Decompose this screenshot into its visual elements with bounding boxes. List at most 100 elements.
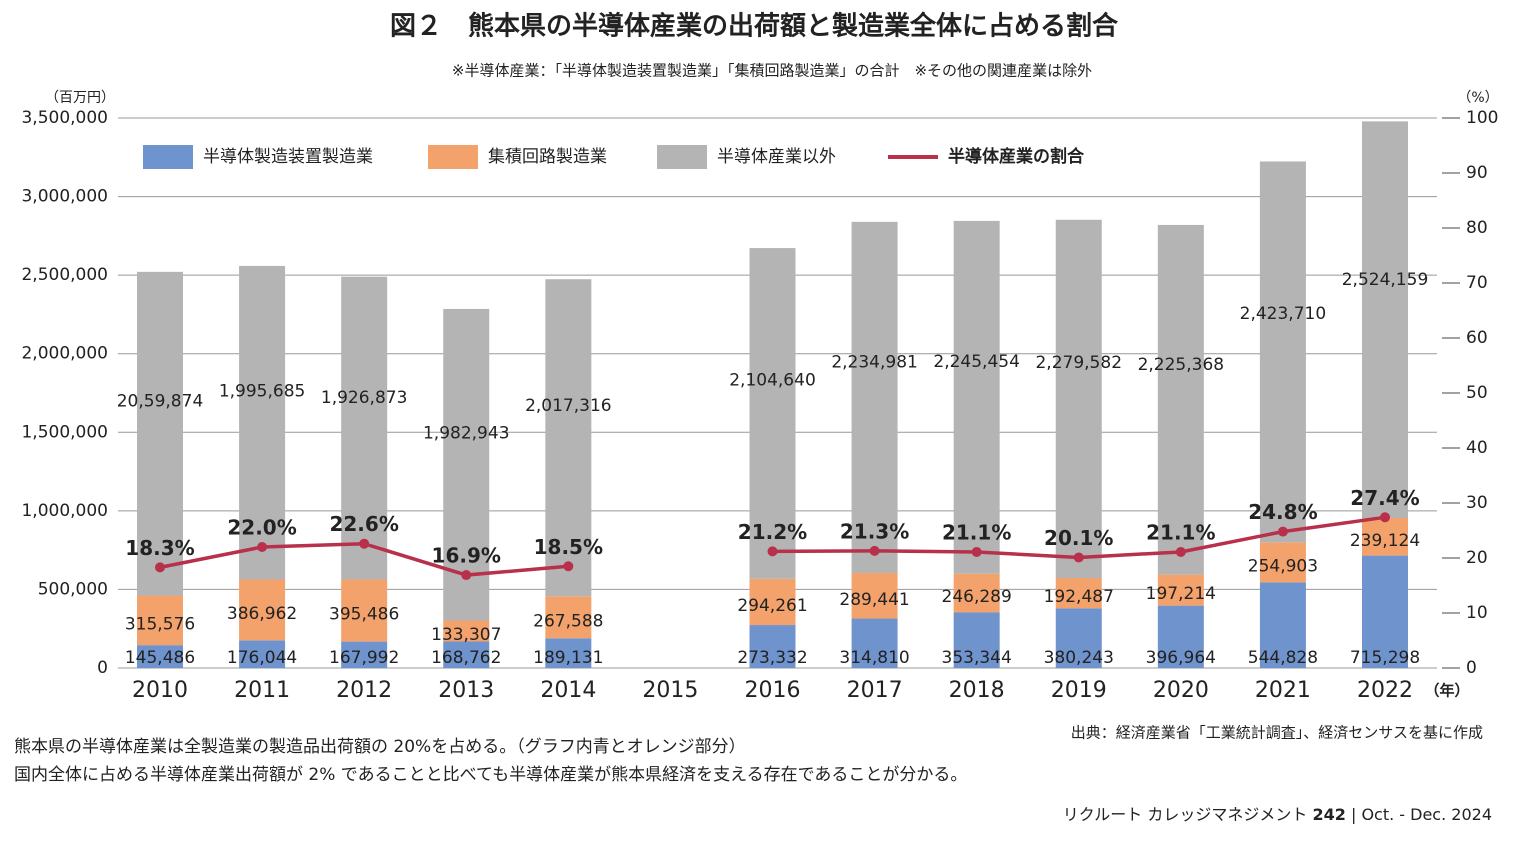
y2-tick-label: 80 xyxy=(1466,218,1488,238)
bar-segment xyxy=(953,612,1000,668)
x-tick-label: 2020 xyxy=(1153,678,1209,703)
line-point xyxy=(971,546,982,557)
bar-segment xyxy=(1157,574,1204,606)
y-tick-label: 1,500,000 xyxy=(21,422,108,442)
value-label: 21.1% xyxy=(1146,520,1215,544)
bar-segment xyxy=(239,640,286,668)
value-label: 1,982,943 xyxy=(423,424,510,444)
footer-publication: リクルート カレッジマネジメント xyxy=(1063,805,1308,824)
x-tick-label: 2011 xyxy=(234,678,290,703)
y-tick-label: 2,500,000 xyxy=(21,265,108,285)
bar-segment xyxy=(851,573,898,619)
bar-segment xyxy=(953,220,1000,574)
value-label: 289,441 xyxy=(839,590,909,610)
value-label: 189,131 xyxy=(533,648,603,668)
value-label: 2,234,981 xyxy=(831,352,918,372)
y-tick-label: 0 xyxy=(97,658,108,678)
value-label: 380,243 xyxy=(1044,648,1114,668)
line-point xyxy=(461,570,472,581)
footer-issue: 242 xyxy=(1312,805,1345,824)
legend-swatch xyxy=(657,145,707,169)
y-tick-label: 2,000,000 xyxy=(21,344,108,364)
bar-segment xyxy=(137,645,183,668)
value-label: 22.0% xyxy=(227,516,296,540)
value-label: 396,964 xyxy=(1146,648,1216,668)
value-label: 1,926,873 xyxy=(321,388,408,408)
value-label: 314,810 xyxy=(839,648,909,668)
value-label: 544,828 xyxy=(1248,648,1318,668)
value-label: 145,486 xyxy=(125,648,195,668)
x-tick-label: 2018 xyxy=(949,678,1005,703)
value-label: 16.9% xyxy=(432,544,501,568)
bar-segment xyxy=(239,579,286,641)
bar-segment xyxy=(1055,219,1102,578)
y2-tick-label: 70 xyxy=(1466,273,1488,293)
x-tick-label: 2012 xyxy=(336,678,392,703)
x-axis-label: （年） xyxy=(1424,682,1469,700)
value-label: 2,104,640 xyxy=(729,370,816,390)
bar-segment xyxy=(1259,542,1306,583)
y-axis-label: （百万円） xyxy=(45,90,115,106)
legend-swatch xyxy=(143,145,193,169)
note: 熊本県の半導体産業は全製造業の製造品出荷額の 20%を占める。（グラフ内青とオレ… xyxy=(14,737,746,757)
y-tick-label: 1,000,000 xyxy=(21,501,108,521)
value-label: 239,124 xyxy=(1350,531,1420,551)
line-point xyxy=(1277,526,1288,537)
value-label: 18.5% xyxy=(534,535,603,559)
value-label: 254,903 xyxy=(1248,556,1318,576)
y2-tick-label: 30 xyxy=(1466,493,1488,513)
value-label: 168,762 xyxy=(431,648,501,668)
x-tick-label: 2019 xyxy=(1051,678,1107,703)
bar-segment xyxy=(341,276,388,580)
line-point xyxy=(1073,552,1084,563)
x-tick-label: 2010 xyxy=(132,678,188,703)
bar-segment xyxy=(1157,224,1204,575)
source: 出典：経済産業省「工業統計調査」、経済センサスを基に作成 xyxy=(1071,724,1483,742)
footer: リクルート カレッジマネジメント 242 | Oct. - Dec. 2024 xyxy=(1063,805,1492,824)
bar-segment xyxy=(545,596,592,639)
y-tick-label: 500,000 xyxy=(38,579,108,599)
note: 国内全体に占める半導体産業出荷額が 2% であることと比べても半導体産業が熊本県… xyxy=(14,765,967,785)
bar-segment xyxy=(1157,605,1204,668)
y2-tick-label: 20 xyxy=(1466,548,1488,568)
bar-segment xyxy=(749,625,796,668)
value-label: 27.4% xyxy=(1350,486,1419,510)
x-tick-label: 2017 xyxy=(847,678,903,703)
x-tick-label: 2022 xyxy=(1357,678,1413,703)
bar-segment xyxy=(1259,582,1306,668)
bar-segment xyxy=(1259,161,1306,543)
value-label: 21.1% xyxy=(942,520,1011,544)
value-label: 273,332 xyxy=(737,648,807,668)
bar-segment xyxy=(545,279,592,597)
line-point xyxy=(869,545,880,556)
value-label: 22.6% xyxy=(329,512,398,536)
line-point xyxy=(767,546,778,557)
bar-segment xyxy=(749,248,796,579)
legend-label: 集積回路製造業 xyxy=(488,147,607,167)
x-tick-label: 2014 xyxy=(540,678,596,703)
bar-segment xyxy=(1362,518,1408,556)
value-label: 2,245,454 xyxy=(933,352,1020,372)
y2-axis-label: （%） xyxy=(1457,90,1498,106)
value-label: 167,992 xyxy=(329,648,399,668)
y2-tick-label: 50 xyxy=(1466,383,1488,403)
bar-segment xyxy=(239,265,286,580)
value-label: 176,044 xyxy=(227,648,297,668)
bar-segment xyxy=(1055,577,1102,609)
bar-segment xyxy=(137,595,183,646)
y2-tick-label: 0 xyxy=(1466,658,1477,678)
line-point xyxy=(1380,512,1390,523)
bar-segment xyxy=(443,620,490,642)
value-label: 2,423,710 xyxy=(1240,304,1327,324)
value-label: 18.3% xyxy=(125,536,194,560)
value-label: 197,214 xyxy=(1146,584,1216,604)
chart-title: 図２ 熊本県の半導体産業の出荷額と製造業全体に占める割合 xyxy=(390,11,1119,42)
value-label: 24.8% xyxy=(1248,500,1317,524)
y2-tick-label: 10 xyxy=(1466,603,1488,623)
chart-subtitle: ※半導体産業：「半導体製造装置製造業」「集積回路製造業」の合計 ※その他の関連産… xyxy=(452,62,1092,80)
value-label: 20.1% xyxy=(1044,526,1113,550)
bar-segment xyxy=(851,618,898,668)
bar-segment xyxy=(953,573,1000,613)
line-point xyxy=(563,561,574,572)
bar-segment xyxy=(1362,121,1408,519)
